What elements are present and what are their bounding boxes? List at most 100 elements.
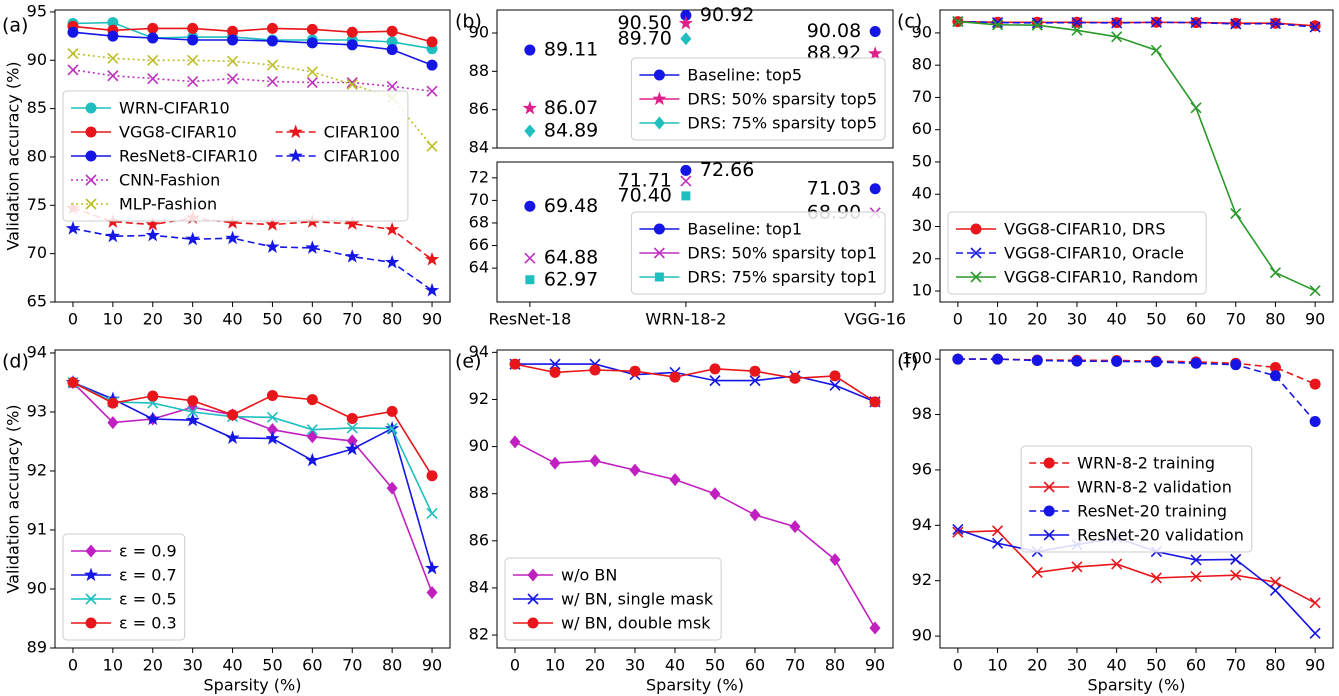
series-line (72, 25, 433, 43)
legend-entry: WRN-8-2 validation (1029, 478, 1232, 497)
series-line (72, 381, 433, 514)
data-label: 64.88 (544, 247, 598, 269)
marker (1150, 16, 1162, 28)
marker (653, 116, 665, 130)
marker (266, 35, 278, 47)
x-tick-label: 50 (262, 310, 282, 329)
series-line (957, 358, 1316, 423)
x-tick-label: 70 (342, 310, 362, 329)
marker (227, 34, 239, 46)
marker (869, 183, 881, 195)
marker (749, 508, 761, 522)
marker (147, 73, 159, 85)
marker (527, 617, 539, 629)
marker (266, 389, 278, 401)
marker (524, 252, 536, 264)
marker (992, 353, 1004, 365)
x-tick-label: 70 (1226, 310, 1246, 329)
marker (187, 395, 199, 407)
marker (1190, 102, 1202, 114)
marker (680, 175, 692, 187)
marker (85, 198, 97, 210)
marker (1230, 359, 1242, 371)
marker (147, 32, 159, 44)
marker (1190, 554, 1202, 566)
marker (1269, 584, 1282, 596)
series-line (514, 363, 876, 403)
marker (669, 371, 681, 383)
marker (1031, 566, 1043, 578)
marker (225, 215, 240, 229)
marker (680, 32, 692, 46)
legend-label: CIFAR100 (324, 123, 400, 142)
series-line (957, 358, 1316, 385)
marker (386, 405, 398, 417)
marker (386, 36, 398, 48)
legend-box (504, 557, 722, 641)
marker (306, 430, 318, 444)
y-tick-label: 89 (27, 638, 47, 657)
marker (970, 223, 982, 235)
x-tick-label: 20 (585, 656, 605, 675)
marker (952, 16, 964, 28)
plot-frame (939, 349, 1334, 649)
panel-label: (b) (455, 11, 482, 33)
marker (1031, 19, 1043, 31)
x-tick-label: 30 (1067, 310, 1087, 329)
marker (991, 525, 1004, 537)
legend-label: DRS: 50% sparsity top1 (687, 244, 877, 263)
y-tick-label: 92 (912, 570, 932, 589)
series-line (72, 381, 433, 593)
x-tick-label: 90 (422, 310, 442, 329)
x-tick-label: 50 (1146, 656, 1166, 675)
x-tick-label: 90 (1305, 656, 1325, 675)
marker (1309, 627, 1321, 639)
marker (386, 422, 398, 435)
y-tick-label: 60 (912, 119, 932, 138)
marker (991, 19, 1004, 31)
marker (187, 75, 199, 88)
legend: Baseline: top1 DRS: 50% sparsity top1 DRS:… (630, 211, 886, 295)
x-tick-label: 10 (987, 310, 1007, 329)
x-tick-label: 90 (865, 656, 885, 675)
marker (346, 26, 358, 38)
x-tick-label: 40 (222, 310, 242, 329)
marker (1031, 355, 1043, 367)
series-line (72, 31, 433, 66)
marker (426, 470, 438, 482)
legend-label: w/o BN (561, 566, 617, 585)
x-tick-label: 40 (222, 656, 242, 675)
y-tick-label: 94 (912, 515, 932, 534)
marker (1269, 267, 1282, 279)
marker (991, 17, 1004, 29)
marker (85, 544, 97, 558)
legend: WRN-8-2 training WRN-8-2 validation ResNet… (1020, 445, 1253, 553)
y-tick-label: 70 (912, 87, 932, 106)
marker (225, 230, 240, 245)
x-tick-label: 60 (1186, 310, 1206, 329)
marker (67, 47, 79, 60)
marker (527, 568, 539, 582)
x-tick-label: ResNet-18 (488, 310, 571, 329)
y-tick-label: 64 (469, 258, 489, 277)
marker (1269, 576, 1282, 588)
y-tick-label: 10 (912, 281, 932, 300)
marker (1309, 21, 1321, 33)
panel-label: (a) (2, 15, 28, 37)
series-line (957, 20, 1316, 292)
legend-label: CIFAR100 (324, 147, 400, 166)
marker (386, 481, 398, 495)
marker (306, 394, 318, 406)
marker (1309, 378, 1321, 390)
marker (226, 55, 239, 67)
data-label: 89.11 (544, 39, 598, 61)
legend-label: WRN-8-2 training (1077, 454, 1215, 473)
x-tick-label: 70 (1226, 656, 1246, 675)
marker (385, 222, 400, 236)
y-tick-label: 80 (27, 146, 47, 165)
marker (345, 249, 360, 263)
series-line (957, 529, 1316, 604)
marker (653, 69, 665, 81)
legend-label: VGG8-CIFAR10, DRS (1004, 220, 1166, 239)
x-tick-label: 20 (1027, 310, 1047, 329)
